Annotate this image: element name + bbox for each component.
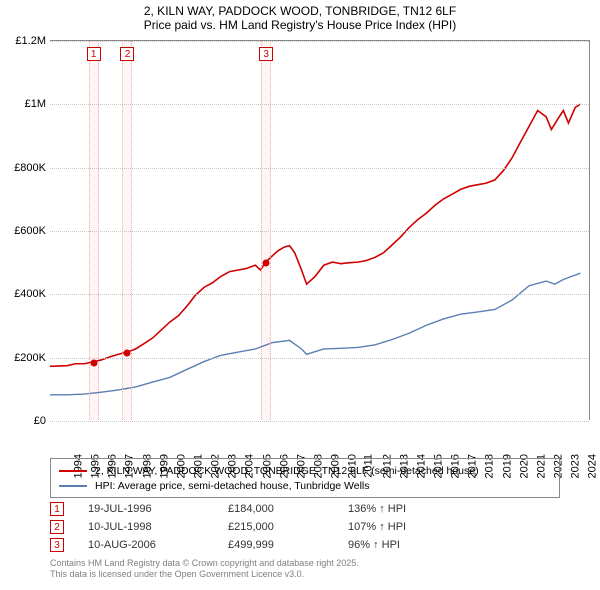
page-title-2: Price paid vs. HM Land Registry's House … [0, 18, 600, 32]
sale-row: 2 10-JUL-1998 £215,000 107% ↑ HPI [50, 518, 580, 536]
y-axis-label: £600K [2, 225, 46, 237]
gridline-h [50, 421, 589, 422]
sale-point-dot [263, 259, 270, 266]
page-title-1: 2, KILN WAY, PADDOCK WOOD, TONBRIDGE, TN… [0, 4, 600, 18]
sale-marker-icon: 1 [87, 47, 101, 61]
chart-legend: 2, KILN WAY, PADDOCK WOOD, TONBRIDGE, TN… [50, 458, 560, 498]
sale-hpi: 96% ↑ HPI [348, 539, 468, 551]
footer-line-1: Contains HM Land Registry data © Crown c… [50, 558, 359, 569]
sale-marker-icon: 2 [50, 520, 64, 534]
sale-price: £499,999 [228, 539, 348, 551]
y-axis-label: £1M [2, 98, 46, 110]
sale-price: £215,000 [228, 521, 348, 533]
sale-point-dot [90, 359, 97, 366]
x-axis-label: 2024 [587, 454, 599, 478]
legend-label-1: HPI: Average price, semi-detached house,… [95, 480, 370, 492]
y-axis-label: £200K [2, 352, 46, 364]
sale-price: £184,000 [228, 503, 348, 515]
sale-row: 1 19-JUL-1996 £184,000 136% ↑ HPI [50, 500, 580, 518]
sale-date: 10-JUL-1998 [88, 521, 228, 533]
sale-point-dot [124, 349, 131, 356]
sale-date: 10-AUG-2006 [88, 539, 228, 551]
chart-plot-area: £0£200K£400K£600K£800K£1M£1.2M1994199519… [50, 40, 590, 420]
sale-band [122, 41, 132, 420]
y-axis-label: £1.2M [2, 35, 46, 47]
sale-row: 3 10-AUG-2006 £499,999 96% ↑ HPI [50, 536, 580, 554]
sale-marker-icon: 2 [120, 47, 134, 61]
footer-line-2: This data is licensed under the Open Gov… [50, 569, 359, 580]
sale-band [261, 41, 271, 420]
x-axis-label: 2023 [570, 454, 582, 478]
y-axis-label: £800K [2, 162, 46, 174]
legend-label-0: 2, KILN WAY, PADDOCK WOOD, TONBRIDGE, TN… [95, 465, 479, 477]
sale-marker-icon: 3 [50, 538, 64, 552]
legend-swatch-1 [59, 485, 87, 487]
footer-attribution: Contains HM Land Registry data © Crown c… [50, 558, 359, 581]
sale-hpi: 107% ↑ HPI [348, 521, 468, 533]
y-axis-label: £0 [2, 415, 46, 427]
sale-marker-icon: 3 [259, 47, 273, 61]
sale-marker-icon: 1 [50, 502, 64, 516]
sales-table: 1 19-JUL-1996 £184,000 136% ↑ HPI 2 10-J… [50, 500, 580, 554]
y-axis-label: £400K [2, 288, 46, 300]
legend-swatch-0 [59, 470, 87, 472]
sale-date: 19-JUL-1996 [88, 503, 228, 515]
sale-hpi: 136% ↑ HPI [348, 503, 468, 515]
